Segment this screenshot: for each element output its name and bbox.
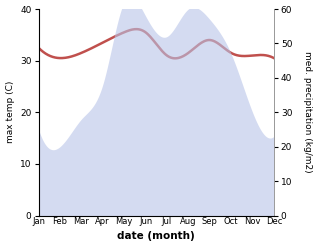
X-axis label: date (month): date (month) <box>117 231 195 242</box>
Y-axis label: max temp (C): max temp (C) <box>5 81 15 144</box>
Y-axis label: med. precipitation (kg/m2): med. precipitation (kg/m2) <box>303 51 313 173</box>
